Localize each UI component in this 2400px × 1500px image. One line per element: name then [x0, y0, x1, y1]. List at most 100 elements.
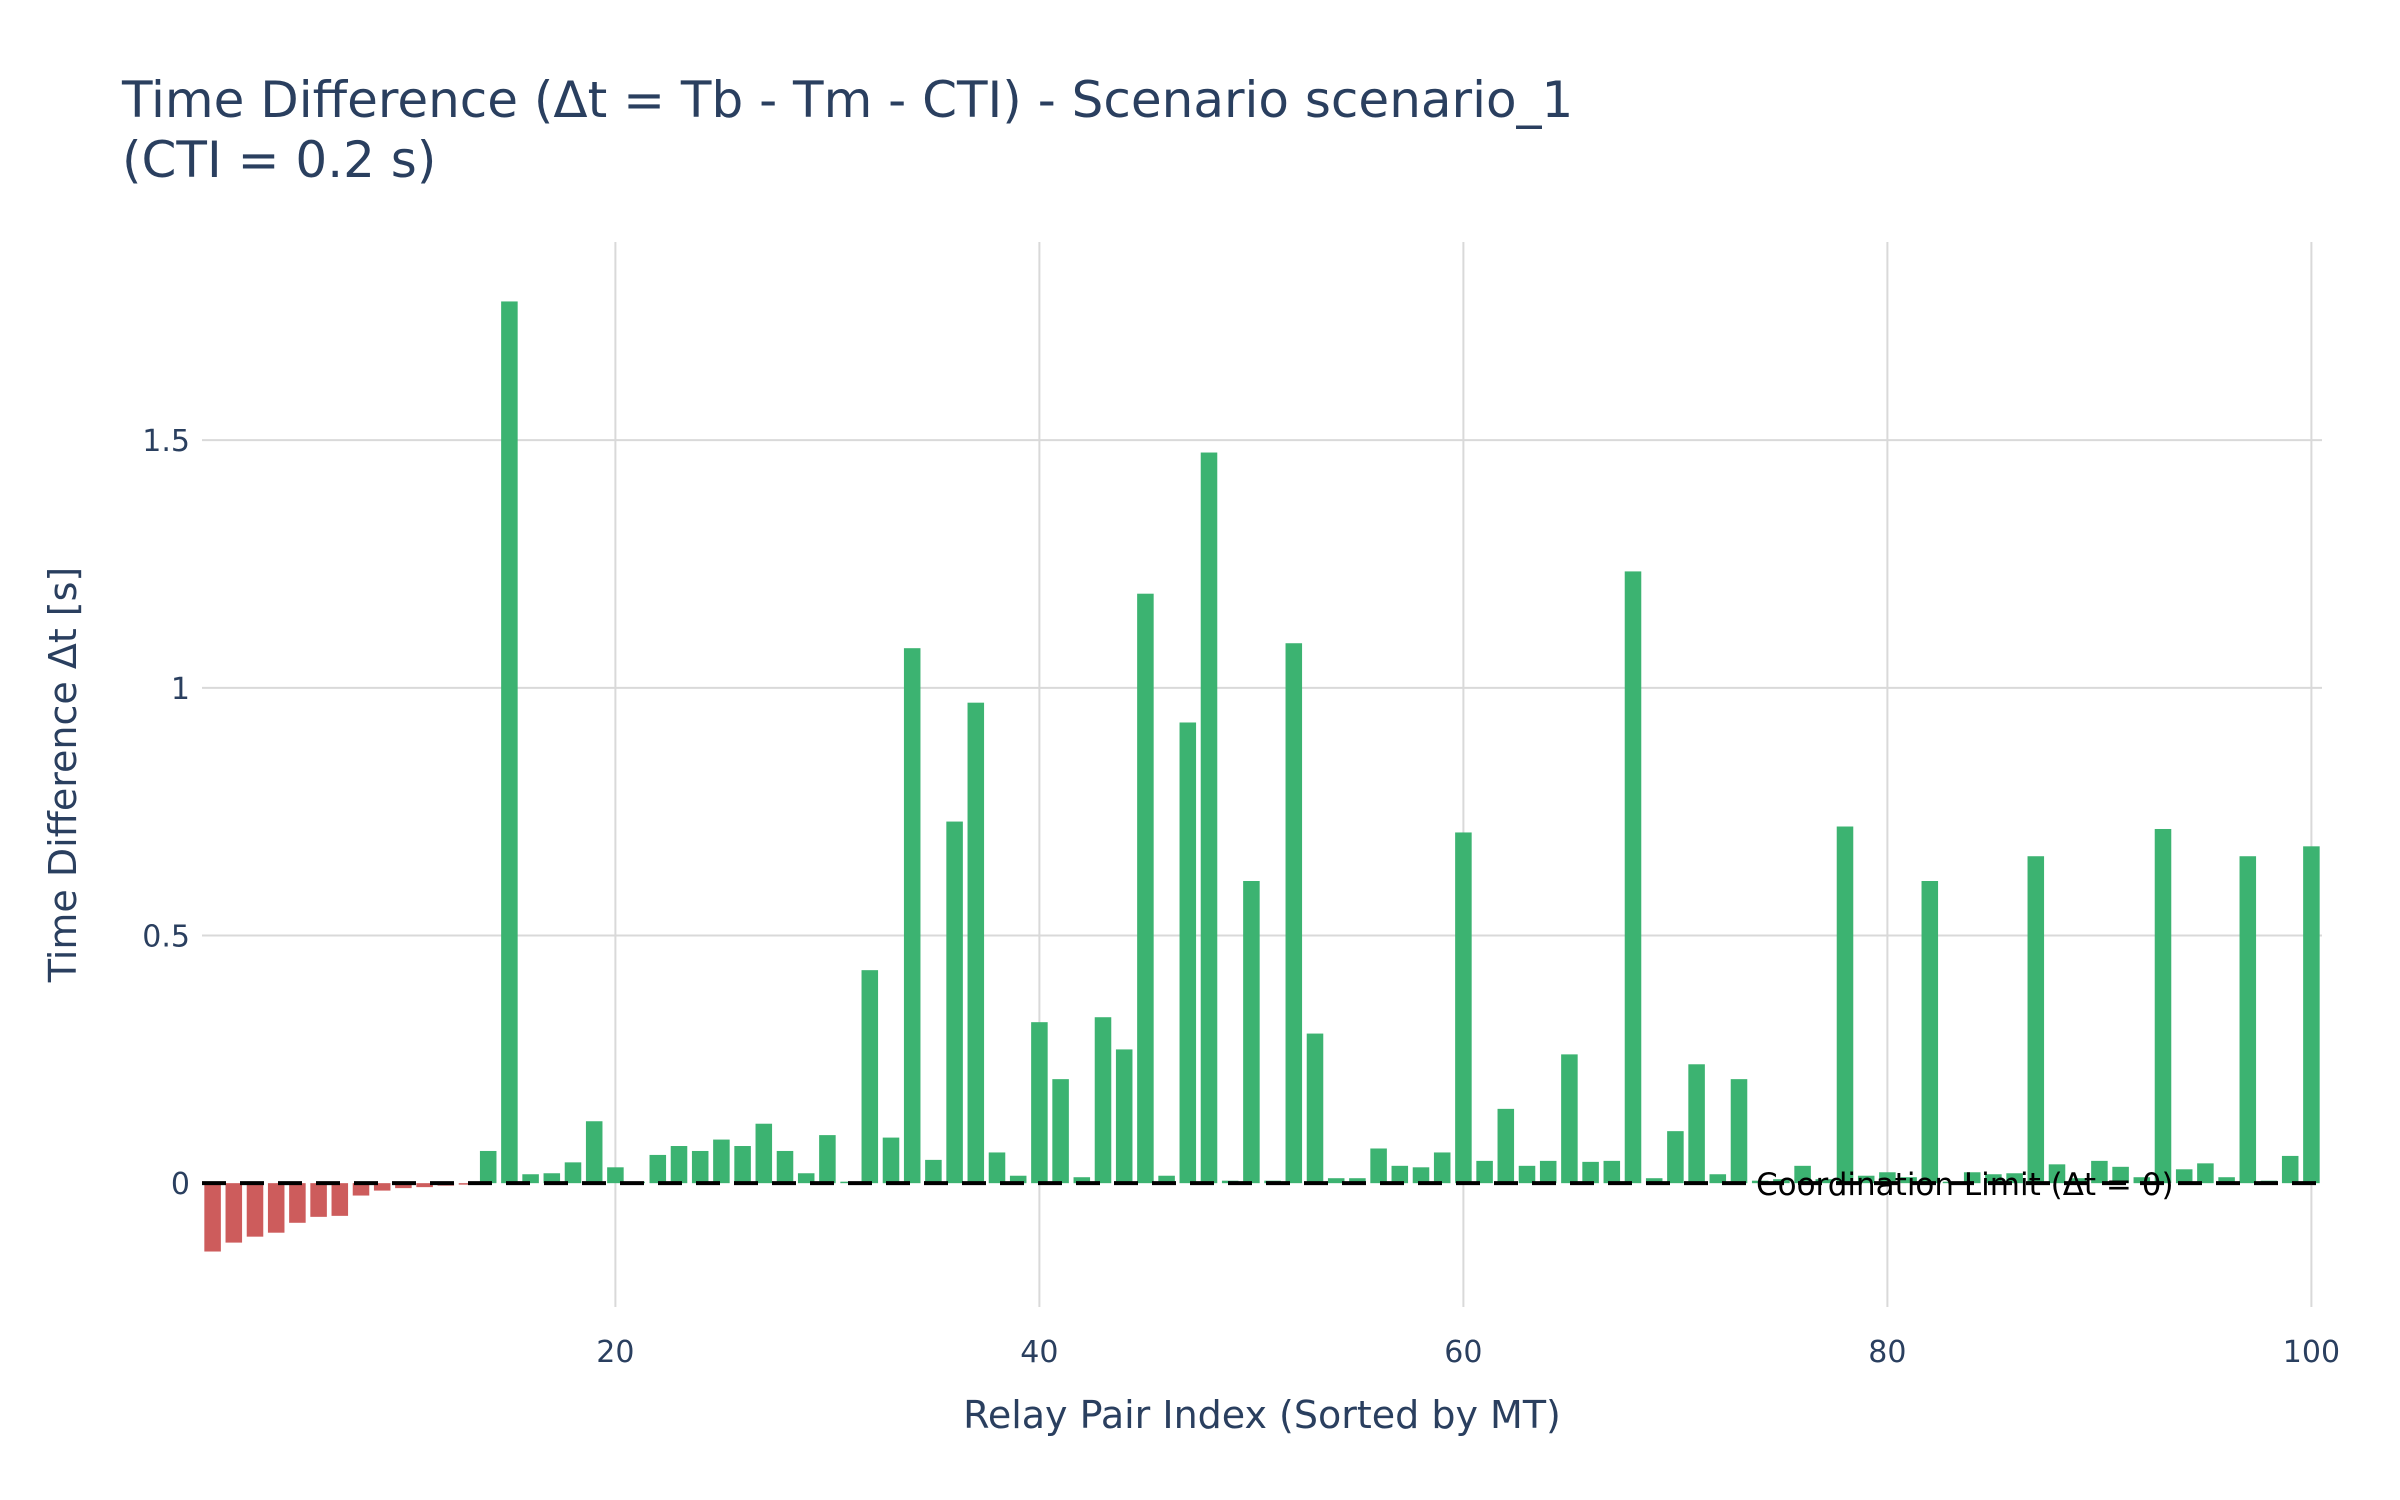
bar — [543, 1173, 561, 1184]
bar — [479, 1150, 497, 1184]
bar — [1667, 1131, 1684, 1184]
x-tick-label: 80 — [1868, 1335, 1906, 1370]
bar — [2006, 1173, 2023, 1184]
bar — [1645, 1178, 1663, 1184]
bar — [1963, 1172, 1981, 1184]
bar — [861, 970, 879, 1184]
bar — [946, 821, 963, 1184]
x-tick-label: 40 — [1020, 1335, 1058, 1370]
bar — [2303, 846, 2320, 1184]
bar — [1476, 1160, 1493, 1184]
bar — [2281, 1155, 2299, 1184]
tick-label-layer: 20 40 60 80 100 0 0.5 1 1.5 — [142, 424, 2340, 1370]
bar — [2112, 1166, 2129, 1184]
y-tick-label: 1 — [171, 672, 190, 707]
bar — [988, 1152, 1006, 1184]
bar — [1306, 1033, 1324, 1184]
bar — [1730, 1079, 1748, 1184]
bar — [1158, 1175, 1175, 1184]
bar — [246, 1183, 264, 1237]
bar — [925, 1159, 942, 1184]
y-tick-label: 0.5 — [142, 919, 190, 954]
bar — [2175, 1169, 2193, 1184]
bar — [1094, 1017, 1112, 1184]
bar — [755, 1123, 773, 1184]
bar — [1391, 1165, 1409, 1184]
bar — [1539, 1160, 1557, 1184]
bar — [225, 1183, 243, 1243]
bar — [310, 1183, 327, 1217]
chart-title-block: Time Difference (Δt = Tb - Tm - CTI) - S… — [122, 70, 1573, 190]
chart-subtitle: (CTI = 0.2 s) — [122, 131, 437, 189]
bar — [1794, 1165, 1811, 1184]
bar — [670, 1146, 688, 1184]
bar — [585, 1121, 603, 1184]
bar — [522, 1174, 539, 1184]
bar — [1200, 452, 1218, 1184]
bar — [1518, 1165, 1536, 1184]
bar — [2048, 1164, 2066, 1184]
x-tick-label: 20 — [596, 1335, 634, 1370]
bar — [1009, 1175, 1027, 1184]
bar — [1327, 1178, 1345, 1184]
bar — [1561, 1054, 1578, 1184]
bar — [1921, 881, 1939, 1184]
bar — [2027, 856, 2045, 1184]
bar — [395, 1183, 412, 1189]
y-tick-label: 0 — [171, 1167, 190, 1202]
reference-line-layer: Coordination Limit (Δt = 0) — [202, 1167, 2322, 1203]
bar — [1624, 571, 1642, 1184]
bar — [1370, 1148, 1387, 1184]
bar — [1349, 1178, 1366, 1184]
bar — [1031, 1022, 1048, 1184]
coordination-limit-label: Coordination Limit (Δt = 0) — [1756, 1167, 2174, 1203]
bar — [1688, 1064, 1705, 1184]
bar — [458, 1183, 476, 1185]
bar-layer — [204, 301, 2320, 1252]
bar — [1709, 1174, 1727, 1184]
bar — [1052, 1079, 1069, 1184]
bar — [1582, 1161, 1599, 1184]
bar — [373, 1183, 391, 1191]
bar — [289, 1183, 306, 1223]
bar — [607, 1167, 624, 1184]
bar — [2069, 1178, 2087, 1184]
bar — [2091, 1160, 2108, 1184]
bar — [967, 702, 985, 1184]
bar — [776, 1150, 794, 1184]
bar — [564, 1162, 582, 1184]
bar — [903, 648, 921, 1184]
x-tick-label: 60 — [1444, 1335, 1482, 1370]
bar — [1815, 1179, 1833, 1184]
bar — [2218, 1177, 2235, 1184]
bar — [819, 1135, 836, 1184]
bar — [1412, 1167, 1430, 1184]
x-axis-title: Relay Pair Index (Sorted by MT) — [963, 1393, 1561, 1437]
bar — [691, 1150, 709, 1184]
bar — [1285, 643, 1303, 1184]
bar — [1137, 593, 1154, 1184]
bar — [1985, 1174, 2002, 1184]
bar — [2239, 856, 2257, 1184]
bar — [501, 301, 518, 1184]
bar — [352, 1183, 370, 1196]
bar — [331, 1183, 349, 1216]
grid-layer — [202, 242, 2322, 1307]
bar — [1603, 1160, 1621, 1184]
bar — [1497, 1108, 1515, 1184]
bar — [1900, 1177, 1917, 1184]
y-axis-title: Time Difference Δt [s] — [41, 567, 85, 983]
bar — [2133, 1177, 2151, 1184]
bar — [1433, 1152, 1451, 1184]
bar — [416, 1183, 433, 1188]
bar — [1179, 722, 1197, 1184]
bar — [267, 1183, 285, 1233]
bar — [1073, 1177, 1091, 1184]
x-tick-label: 100 — [2283, 1335, 2340, 1370]
bar — [2154, 828, 2172, 1184]
bar — [1836, 826, 1854, 1184]
bar — [797, 1173, 815, 1184]
bar — [1879, 1172, 1896, 1184]
bar — [1243, 881, 1260, 1184]
